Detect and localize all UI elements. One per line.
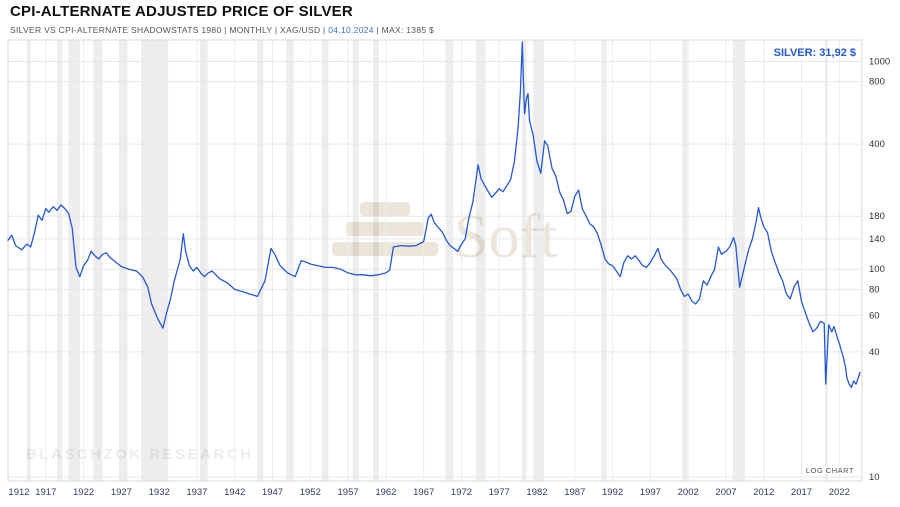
logo-watermark: Soft — [330, 196, 557, 279]
svg-text:1972: 1972 — [451, 487, 472, 498]
svg-text:1927: 1927 — [111, 487, 132, 498]
current-price-badge: SILVER: 31,92 $ — [773, 47, 856, 59]
chart-subtitle: SILVER VS CPI-ALTERNATE SHADOWSTATS 1980… — [10, 25, 434, 35]
svg-text:1952: 1952 — [300, 487, 321, 498]
svg-text:1937: 1937 — [186, 487, 207, 498]
svg-text:1977: 1977 — [489, 487, 510, 498]
subtitle-left: SILVER VS CPI-ALTERNATE SHADOWSTATS 1980… — [10, 25, 326, 35]
svg-text:60: 60 — [869, 310, 880, 321]
svg-text:2007: 2007 — [715, 487, 736, 498]
svg-text:2017: 2017 — [791, 487, 812, 498]
log-scale-label: LOG CHART — [805, 466, 854, 475]
svg-text:2022: 2022 — [829, 487, 850, 498]
svg-text:180: 180 — [869, 211, 885, 222]
svg-text:1957: 1957 — [338, 487, 359, 498]
svg-text:1962: 1962 — [375, 487, 396, 498]
svg-text:2002: 2002 — [678, 487, 699, 498]
research-watermark-text: BLASCHZOK RESEARCH — [26, 446, 254, 463]
svg-text:1997: 1997 — [640, 487, 661, 498]
logo-watermark-text: Soft — [454, 203, 558, 271]
svg-text:1912: 1912 — [8, 487, 29, 498]
svg-text:400: 400 — [869, 139, 885, 150]
svg-text:1922: 1922 — [73, 487, 94, 498]
svg-text:1917: 1917 — [35, 487, 56, 498]
svg-text:800: 800 — [869, 77, 885, 88]
subtitle-right: | MAX: 1385 $ — [376, 25, 435, 35]
svg-text:1967: 1967 — [413, 487, 434, 498]
svg-text:1982: 1982 — [526, 487, 547, 498]
svg-text:80: 80 — [869, 284, 880, 295]
svg-text:1000: 1000 — [869, 57, 890, 68]
svg-text:1987: 1987 — [564, 487, 585, 498]
svg-text:10: 10 — [869, 472, 880, 483]
svg-text:1932: 1932 — [149, 487, 170, 498]
svg-text:1942: 1942 — [224, 487, 245, 498]
svg-text:2012: 2012 — [753, 487, 774, 498]
subtitle-date: 04.10.2024 — [328, 25, 374, 35]
svg-text:1992: 1992 — [602, 487, 623, 498]
svg-text:1947: 1947 — [262, 487, 283, 498]
svg-text:140: 140 — [869, 234, 885, 245]
svg-text:40: 40 — [869, 347, 880, 358]
svg-text:100: 100 — [869, 264, 885, 275]
page-title: CPI-ALTERNATE ADJUSTED PRICE OF SILVER — [10, 3, 353, 20]
